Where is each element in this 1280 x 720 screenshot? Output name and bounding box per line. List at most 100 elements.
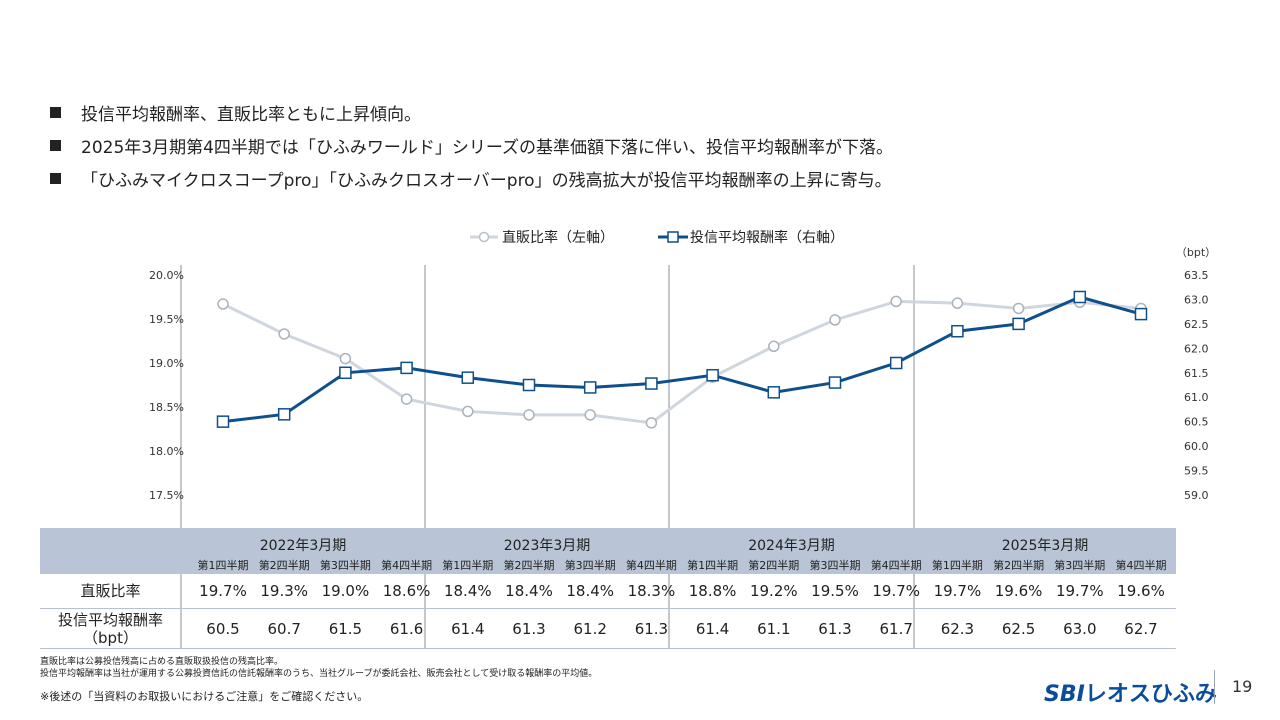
table-cell: 18.6% — [382, 582, 431, 600]
series-line-direct-ratio — [222, 299, 1142, 425]
table-cell: 19.5% — [811, 582, 859, 600]
data-point-direct-ratio — [462, 405, 474, 418]
data-point-fee-rate — [951, 324, 964, 338]
disclaimer-note: ※後述の「当資料のお取扱いにおけるご注意」をご確認ください。 — [40, 690, 369, 703]
data-point-direct-ratio — [339, 352, 352, 365]
data-point-direct-ratio — [829, 314, 841, 326]
quarter-header: 第3四半期 — [319, 559, 371, 572]
bullet-item: 2025年3月期第4四半期では「ひふみワールド」シリーズの基準価額下落に伴い、投… — [50, 129, 893, 162]
data-point-direct-ratio — [523, 409, 535, 421]
right-axis-tick-label: 63.5 — [1184, 269, 1209, 282]
company-logo: SBIレオスひふみ — [1044, 682, 1217, 707]
data-point-direct-ratio — [768, 340, 780, 353]
quarter-header: 第1四半期 — [442, 559, 494, 572]
data-point-fee-rate — [522, 378, 536, 392]
table-cell: 61.6 — [389, 620, 424, 638]
table-cell: 19.6% — [1117, 582, 1165, 600]
table-cell: 61.3 — [634, 620, 669, 638]
data-point-fee-rate — [216, 415, 230, 428]
year-header: 2025年3月期 — [1001, 538, 1089, 554]
table-cell: 19.3% — [260, 582, 309, 600]
left-axis-tick-label: 18.0% — [149, 445, 184, 458]
data-point-fee-rate — [645, 377, 658, 390]
square-bullet-icon — [50, 173, 61, 184]
table-cell: 61.5 — [328, 620, 363, 638]
table-row-direct-ratio: 直販比率 19.7% 19.3% 19.0% 18.6% 18.4% 18.4% 18.4%… — [40, 574, 1176, 608]
left-axis-tick-label: 19.0% — [149, 357, 184, 370]
table-cell: 61.7 — [879, 620, 913, 638]
legend-circle-marker-icon — [478, 231, 490, 243]
data-point-direct-ratio — [645, 417, 658, 429]
square-bullet-icon — [50, 107, 61, 118]
page-number: 19 — [1232, 677, 1253, 696]
table-cell: 18.8% — [688, 582, 737, 600]
right-axis-tick-label: 59.0 — [1184, 489, 1209, 502]
data-point-direct-ratio — [1012, 302, 1025, 315]
right-axis-tick-label: 61.5 — [1184, 367, 1209, 380]
data-point-fee-rate — [767, 386, 781, 399]
data-point-fee-rate — [277, 408, 291, 421]
table-cell: 19.7% — [872, 582, 921, 600]
quarter-header: 第2四半期 — [993, 559, 1045, 572]
data-table: 2022年3月期 2023年3月期 2024年3月期 2025年3月期 第1四半… — [40, 528, 1176, 649]
data-point-direct-ratio — [217, 298, 229, 310]
data-point-fee-rate — [1012, 317, 1025, 331]
quarter-header: 第3四半期 — [809, 559, 861, 572]
table-cell: 18.4% — [505, 582, 553, 600]
right-axis-tick-label: 60.0 — [1184, 440, 1209, 453]
right-axis-unit-label: （bpt） — [1176, 246, 1216, 259]
square-bullet-icon — [50, 140, 61, 151]
data-point-fee-rate — [889, 356, 903, 370]
quarter-header: 第4四半期 — [870, 559, 922, 572]
table-header-band: 2022年3月期 2023年3月期 2024年3月期 2025年3月期 第1四半… — [40, 528, 1176, 574]
data-point-direct-ratio — [278, 328, 290, 340]
left-axis-tick-label: 19.5% — [149, 313, 184, 326]
data-point-fee-rate — [1134, 307, 1148, 321]
table-cell: 62.3 — [940, 620, 975, 638]
table-cell: 19.0% — [321, 582, 370, 600]
footnote: 直販比率は公募投信残高に占める直販取扱投信の残高比率。 — [40, 657, 284, 667]
left-axis-tick-label: 18.5% — [149, 401, 184, 414]
right-axis-tick-label: 63.0 — [1184, 293, 1209, 306]
data-point-fee-rate — [828, 376, 842, 389]
data-point-fee-rate — [583, 381, 597, 394]
year-header: 2023年3月期 — [503, 538, 591, 554]
table-cell: 18.3% — [627, 582, 676, 600]
right-axis-tick-label: 60.5 — [1184, 416, 1209, 429]
data-point-fee-rate — [461, 371, 475, 384]
table-cell: 60.7 — [267, 620, 301, 638]
quarter-header: 第4四半期 — [1115, 559, 1167, 572]
left-axis-tick-label: 20.0% — [149, 269, 184, 282]
year-header: 2022年3月期 — [259, 538, 347, 554]
quarter-header: 第3四半期 — [1054, 559, 1106, 572]
left-axis-tick-label: 17.5% — [149, 489, 184, 502]
legend-label-fee-rate: 投信平均報酬率（右軸） — [690, 229, 844, 246]
table-cell: 18.4% — [566, 582, 615, 600]
quarter-header-row: 第1四半期 第2四半期 第3四半期 第4四半期 第1四半期 第2四半期 第3四半期 第4四半期… — [40, 555, 1176, 573]
table-cell: 61.4 — [695, 620, 730, 638]
bullet-item: 投信平均報酬率、直販比率ともに上昇傾向。 — [50, 96, 893, 129]
data-point-fee-rate — [400, 361, 413, 375]
table-cell: 19.6% — [994, 582, 1043, 600]
table-cell: 61.3 — [818, 620, 852, 638]
quarter-header: 第1四半期 — [931, 559, 983, 572]
table-cell: 62.5 — [1001, 620, 1036, 638]
table-cell: 19.7% — [933, 582, 982, 600]
data-point-fee-rate — [1073, 290, 1087, 304]
table-cell: 61.2 — [573, 620, 607, 638]
bullet-item: 「ひふみマイクロスコープpro」「ひふみクロスオーバーpro」の残高拡大が投信平… — [50, 162, 893, 195]
legend-square-marker-icon — [667, 231, 679, 243]
table-cell: 61.4 — [451, 620, 485, 638]
row-divider — [40, 608, 1176, 609]
right-axis-tick-label: 59.5 — [1184, 465, 1209, 478]
table-cell: 18.4% — [443, 582, 492, 600]
table-cell: 19.2% — [749, 582, 798, 600]
data-point-direct-ratio — [400, 393, 413, 405]
table-cell: 19.7% — [199, 582, 247, 600]
quarter-header: 第2四半期 — [503, 559, 555, 572]
quarter-header: 第1四半期 — [687, 559, 739, 572]
footnote: 投信平均報酬率は当社が運用する公募投資信託の信託報酬率のうち、当社グループが委託… — [40, 669, 598, 679]
data-point-direct-ratio — [951, 297, 964, 309]
series-line-fee-rate — [222, 295, 1142, 424]
